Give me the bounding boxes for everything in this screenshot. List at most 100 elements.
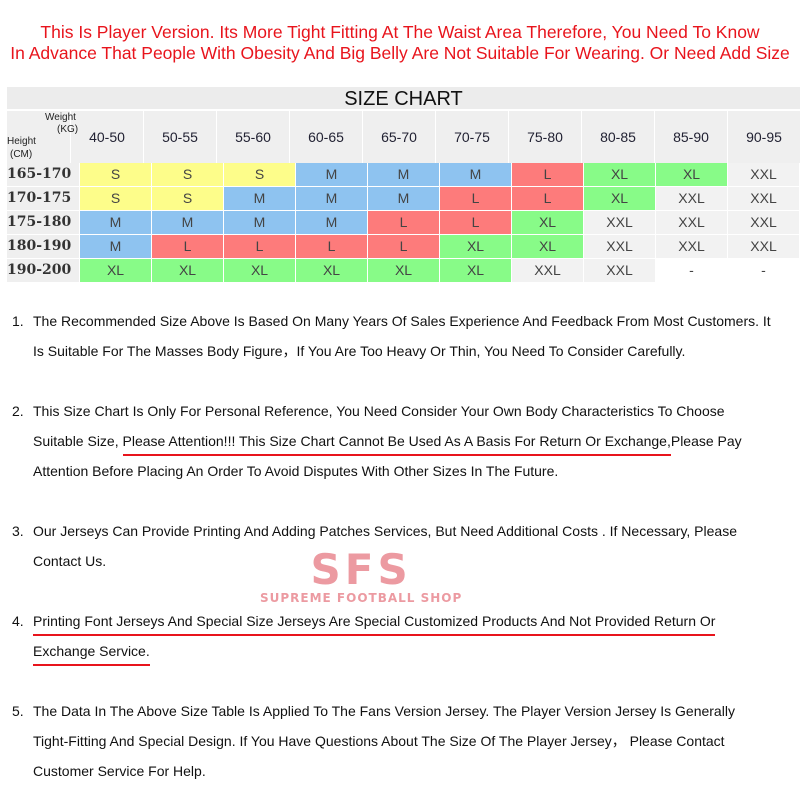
weight-column-header: 70-75	[435, 111, 508, 163]
weight-column-header: 85-90	[654, 111, 727, 163]
size-cell: XL	[80, 259, 151, 282]
size-cell: L	[368, 211, 439, 234]
size-cell: L	[512, 187, 583, 210]
note-number: 2.	[12, 403, 24, 419]
note-line: The Data In The Above Size Table Is Appl…	[33, 696, 735, 726]
note-text: Customer Service For Help.	[33, 763, 206, 779]
size-row: 180-190 M L L L L XL XL XXL XXL XXL	[7, 235, 800, 258]
note-text: Attention Before Placing An Order To Avo…	[33, 463, 559, 479]
weight-unit: (KG)	[57, 124, 79, 135]
size-cell: XL	[224, 259, 295, 282]
note-line: Attention Before Placing An Order To Avo…	[33, 456, 558, 486]
size-cell: M	[296, 163, 367, 186]
note-text: Contact Us.	[33, 553, 107, 569]
size-cell: XL	[368, 259, 439, 282]
size-cell: S	[80, 163, 151, 186]
size-cell: XXL	[656, 235, 727, 258]
note-text: This Size Chart Is Only For Personal Ref…	[33, 403, 725, 419]
note-line: This Size Chart Is Only For Personal Ref…	[33, 396, 725, 426]
weight-column-header: 40-50	[70, 111, 143, 163]
underlined-warning-text: Exchange Service.	[33, 643, 150, 666]
height-range: 165-170	[7, 163, 79, 186]
size-cell: XXL	[728, 211, 799, 234]
size-cell: S	[152, 163, 223, 186]
note-text: Suitable Size,	[33, 433, 123, 449]
size-cell: M	[296, 211, 367, 234]
note-number: 4.	[12, 613, 24, 629]
size-cell: -	[728, 259, 799, 282]
note-line: The Recommended Size Above Is Based On M…	[33, 306, 771, 336]
size-cell: XXL	[728, 187, 799, 210]
height-range: 175-180	[7, 211, 79, 234]
size-cell: M	[368, 187, 439, 210]
underlined-warning-text: Printing Font Jerseys And Special Size J…	[33, 613, 716, 636]
weight-column-header: 80-85	[581, 111, 654, 163]
size-cell: L	[440, 211, 511, 234]
size-cell: L	[440, 187, 511, 210]
height-unit: (CM)	[10, 149, 33, 160]
size-cell: L	[512, 163, 583, 186]
size-row: 170-175 S S M M M L L XL XXL XXL	[7, 187, 800, 210]
size-cell: S	[152, 187, 223, 210]
note-line: Is Suitable For The Masses Body Figure，I…	[33, 336, 685, 366]
size-cell: XXL	[584, 235, 655, 258]
notice-line-2: In Advance That People With Obesity And …	[10, 43, 790, 63]
size-cell: M	[224, 211, 295, 234]
size-cell: L	[368, 235, 439, 258]
note-text: Tight-Fitting And Special Design. If You…	[33, 733, 725, 749]
note-line: Printing Font Jerseys And Special Size J…	[33, 606, 716, 636]
height-range: 180-190	[7, 235, 79, 258]
note-line: Exchange Service.	[33, 636, 150, 666]
height-label: Height	[7, 136, 36, 147]
size-cell: XL	[152, 259, 223, 282]
height-range: 190-200	[7, 259, 79, 282]
notice-line-1: This Is Player Version. Its More Tight F…	[40, 22, 760, 42]
size-cell: M	[296, 187, 367, 210]
size-cell: M	[152, 211, 223, 234]
size-cell: L	[224, 235, 295, 258]
size-cell: L	[152, 235, 223, 258]
note-line: Tight-Fitting And Special Design. If You…	[33, 726, 725, 756]
size-cell: S	[80, 187, 151, 210]
note-number: 1.	[12, 313, 24, 329]
note-text: Is Suitable For The Masses Body Figure，I…	[33, 343, 686, 359]
size-cell: XL	[296, 259, 367, 282]
size-cell: M	[80, 235, 151, 258]
watermark-logo-text: SFS	[310, 545, 412, 594]
size-row: 165-170 S S S M M M L XL XL XXL	[7, 163, 800, 186]
weight-column-header: 55-60	[216, 111, 289, 163]
note-line: Our Jerseys Can Provide Printing And Add…	[33, 516, 737, 546]
weight-column-header: 50-55	[143, 111, 216, 163]
note-text: The Recommended Size Above Is Based On M…	[33, 313, 771, 329]
size-cell: XL	[656, 163, 727, 186]
watermark-tagline: SUPREME FOOTBALL SHOP	[260, 591, 463, 605]
size-cell: M	[440, 163, 511, 186]
size-cell: XL	[512, 235, 583, 258]
size-cell: XXL	[584, 259, 655, 282]
size-cell: XXL	[656, 187, 727, 210]
note-text: Please Pay	[670, 433, 742, 449]
note-text: The Data In The Above Size Table Is Appl…	[33, 703, 735, 719]
weight-column-header: 65-70	[362, 111, 435, 163]
weight-column-header: 75-80	[508, 111, 581, 163]
note-line: Customer Service For Help.	[33, 756, 206, 786]
note-number: 3.	[12, 523, 24, 539]
height-range: 170-175	[7, 187, 79, 210]
size-cell: XXL	[728, 235, 799, 258]
size-cell: L	[296, 235, 367, 258]
weight-label: Weight	[45, 112, 76, 123]
weight-column-header: 60-65	[289, 111, 362, 163]
size-cell: XXL	[728, 163, 799, 186]
size-cell: XXL	[512, 259, 583, 282]
size-cell: XL	[584, 187, 655, 210]
size-cell: S	[224, 163, 295, 186]
size-cell: XXL	[656, 211, 727, 234]
size-cell: M	[224, 187, 295, 210]
size-cell: XXL	[584, 211, 655, 234]
note-line: Suitable Size, Please Attention!!! This …	[33, 426, 742, 456]
size-chart-header: Weight (KG) Height (CM) 40-50 50-55 55-60 6…	[7, 111, 800, 163]
size-row: 175-180 M M M M L L XL XXL XXL XXL	[7, 211, 800, 234]
header-corner: Weight (KG) Height (CM)	[7, 111, 78, 163]
size-row: 190-200 XL XL XL XL XL XL XXL XXL - -	[7, 259, 800, 282]
size-cell: M	[368, 163, 439, 186]
